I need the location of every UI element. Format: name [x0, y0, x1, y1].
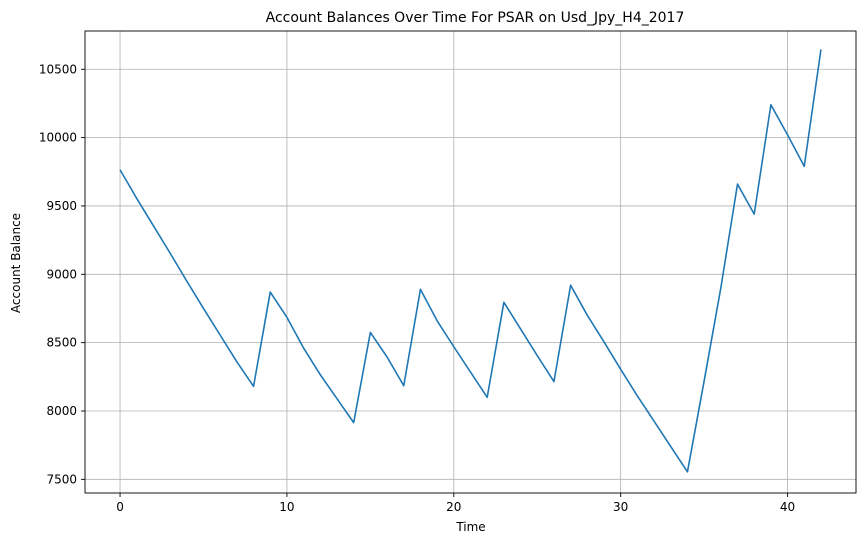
x-tick-label: 20: [446, 500, 461, 514]
x-tick-label: 10: [279, 500, 294, 514]
y-tick-label: 10000: [39, 131, 77, 145]
y-tick-label: 8500: [46, 336, 77, 350]
tick-labels: 0 10 20 30 40 7500 8000 8500 9000 9500 10000 10500: [39, 62, 795, 514]
x-axis-label: Time: [455, 520, 485, 534]
axes: [81, 30, 857, 497]
series-layer: [119, 49, 822, 473]
y-tick-label: 8000: [46, 404, 77, 418]
y-tick-label: 7500: [46, 472, 77, 486]
series-line: [119, 49, 822, 473]
chart-title: Account Balances Over Time For PSAR on U…: [266, 10, 685, 26]
y-tick-label: 10500: [39, 62, 77, 76]
y-tick-label: 9500: [46, 199, 77, 213]
x-tick-label: 30: [613, 500, 628, 514]
plot-frame: [84, 30, 857, 494]
grid-lines: [85, 31, 856, 493]
y-tick-label: 9000: [46, 267, 77, 281]
y-axis-label: Account Balance: [9, 213, 23, 313]
x-tick-label: 0: [116, 500, 124, 514]
x-tick-label: 40: [780, 500, 795, 514]
